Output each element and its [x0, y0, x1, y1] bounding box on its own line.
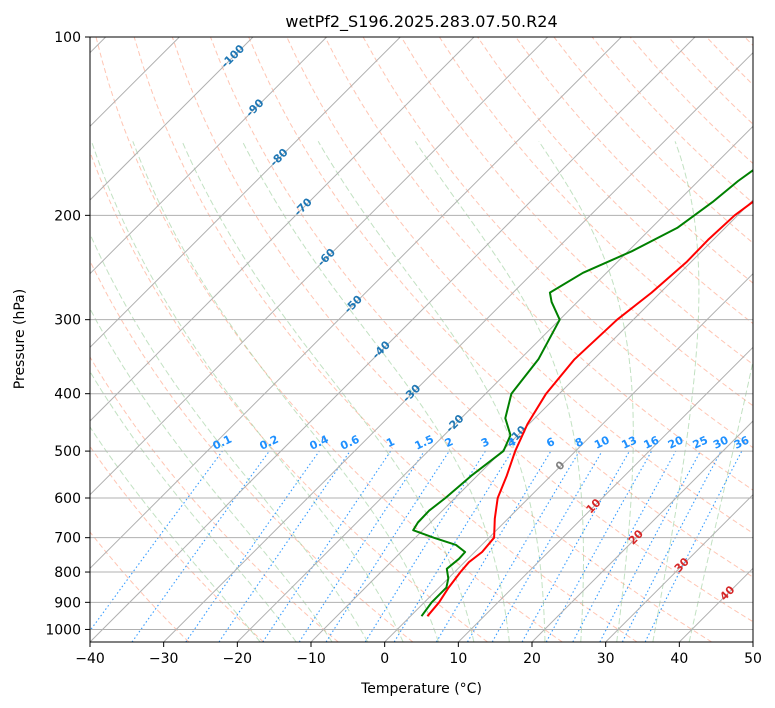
dry-adiabat-line	[400, 37, 753, 407]
plot-area: -100-90-80-70-60-50-40-30-20 -10010203040…	[90, 37, 753, 642]
mixing-ratio-label: 30	[711, 433, 731, 451]
mixing-ratio-line	[185, 450, 320, 642]
mixing-ratio-line	[521, 450, 630, 642]
isotherms	[90, 37, 753, 642]
isotherm-line	[457, 346, 753, 642]
chart-title: wetPf2_S196.2025.283.07.50.R24	[285, 12, 557, 32]
isotherm-line	[90, 37, 401, 349]
x-tick-label: −30	[149, 651, 179, 667]
isotherm-line	[90, 37, 549, 496]
isotherm-line	[236, 125, 753, 642]
y-tick-label: 100	[54, 30, 81, 46]
y-tick-label: 900	[54, 595, 81, 611]
mixing-ratio-line	[131, 450, 270, 642]
isotherm-line	[90, 37, 622, 570]
dry-adiabat-line	[171, 37, 712, 642]
mixing-ratio-line	[644, 450, 743, 642]
dry-adiabat-line	[324, 37, 753, 491]
isotherm-line	[90, 37, 696, 642]
y-tick-label: 1000	[45, 622, 81, 638]
isotherm-line	[90, 37, 475, 422]
mixing-ratio-line	[325, 450, 450, 642]
isotherm-line	[90, 37, 328, 275]
mixing-ratio-label: 25	[691, 434, 710, 452]
mixing-ratio-label: 36	[732, 433, 752, 451]
pressure-grid	[90, 37, 753, 630]
dry-adiabat-line	[133, 37, 638, 642]
dry-adiabat-line	[515, 37, 753, 284]
isotherm-line	[384, 272, 753, 642]
y-tick-label: 400	[54, 387, 81, 403]
x-tick-label: −40	[75, 651, 105, 667]
mixing-ratio-line	[393, 450, 513, 642]
mixing-ratio-label: 16	[642, 433, 662, 451]
mixing-ratio-line	[90, 450, 223, 632]
mixing-ratio-label: 20	[666, 433, 686, 451]
dry-adiabat-line	[438, 37, 753, 366]
x-tick-label: 0	[380, 651, 389, 667]
y-tick-label: 600	[54, 491, 81, 507]
y-tick-label: 800	[54, 565, 81, 581]
y-tick-label: 700	[54, 531, 81, 547]
y-axis-label: Pressure (hPa)	[12, 289, 28, 389]
y-tick-label: 300	[54, 313, 81, 329]
isotherm-line	[310, 199, 753, 642]
x-tick-label: 40	[670, 651, 688, 667]
plot-frame	[89, 36, 754, 643]
dry-adiabat-line	[95, 37, 563, 642]
isotherm-line	[163, 51, 753, 642]
isotherm-line	[531, 420, 753, 642]
x-tick-label: 10	[449, 651, 467, 667]
temperature-profile-line	[426, 200, 753, 617]
x-tick-label: 50	[744, 651, 762, 667]
x-tick-label: 30	[597, 651, 615, 667]
dry-adiabat-line	[90, 445, 264, 642]
dry-adiabat-line	[90, 531, 190, 642]
isotherm-line	[605, 493, 753, 642]
y-tick-label: 200	[54, 208, 81, 224]
mixing-ratio-line	[262, 450, 392, 642]
x-tick-label: −20	[223, 651, 253, 667]
y-tick-label: 500	[54, 444, 81, 460]
x-tick-label: −10	[296, 651, 326, 667]
isotherm-line	[90, 37, 254, 201]
mixing-ratio-line	[298, 450, 425, 642]
mixing-ratio-lines	[90, 450, 743, 642]
mixing-ratio-line	[218, 450, 351, 642]
dewpoint-profile-line	[412, 168, 753, 617]
axes: −40 −30 −20 −10 0 10 20 30 40 50 100 200 300 400 500 60…	[45, 30, 762, 667]
dry-adiabat-line	[210, 37, 753, 623]
mixing-ratio-line	[545, 450, 653, 642]
dry-adiabat-line	[248, 37, 753, 578]
x-tick-label: 20	[523, 651, 541, 667]
dry-adiabat-line	[90, 356, 339, 642]
mixing-ratio-label: 13	[620, 434, 639, 452]
mixing-ratio-line	[572, 450, 677, 642]
x-axis-label: Temperature (°C)	[360, 681, 482, 697]
mixing-ratio-label: 10	[592, 433, 612, 451]
sounding-series	[412, 168, 753, 617]
